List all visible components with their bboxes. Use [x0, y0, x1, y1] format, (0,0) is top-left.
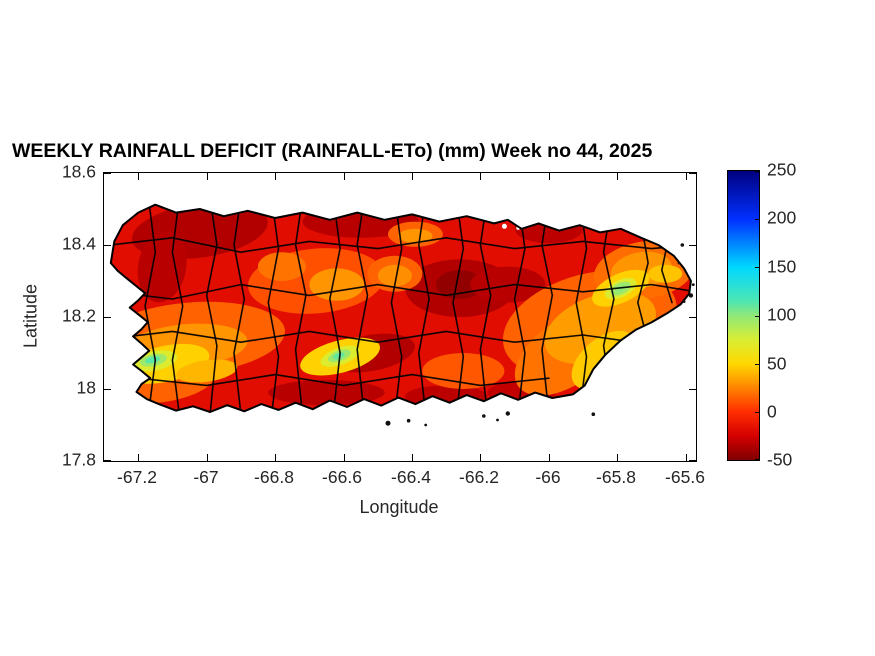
colorbar-tick	[755, 219, 759, 220]
colorbar-gradient	[728, 171, 759, 460]
axis-tick	[549, 173, 550, 180]
axis-tick	[344, 454, 345, 461]
colorbar-tick	[755, 364, 759, 365]
axis-tick	[689, 317, 696, 318]
axis-tick	[104, 245, 111, 246]
x-tick-label: -66.6	[322, 467, 362, 487]
colorbar-tick-label: 50	[767, 353, 787, 374]
x-tick-label: -66.4	[391, 467, 431, 487]
axis-tick	[549, 454, 550, 461]
axis-tick	[207, 173, 208, 180]
y-tick-label: 18	[76, 377, 96, 398]
axis-tick	[689, 245, 696, 246]
chart-title: WEEKLY RAINFALL DEFICIT (RAINFALL-ETo) (…	[12, 140, 653, 162]
axis-tick	[480, 454, 481, 461]
axis-tick	[617, 454, 618, 461]
axis-tick	[275, 454, 276, 461]
axis-tick	[480, 173, 481, 180]
axis-tick	[104, 460, 111, 461]
axis-tick	[207, 454, 208, 461]
axis-tick	[344, 173, 345, 180]
puerto-rico-contour-map	[109, 203, 695, 427]
x-tick-label: -65.6	[665, 467, 705, 487]
y-tick-label: 18.2	[61, 305, 96, 326]
x-tick-label: -67	[193, 467, 219, 487]
colorbar-tick	[755, 316, 759, 317]
axis-tick	[686, 173, 687, 180]
x-axis-label: Longitude	[359, 497, 439, 517]
colorbar-tick-label: 0	[767, 401, 777, 422]
colorbar-tick	[755, 459, 759, 460]
axis-tick	[275, 173, 276, 180]
colorbar-tick	[755, 171, 759, 172]
x-tick-label: -66.8	[254, 467, 294, 487]
axis-tick	[617, 173, 618, 180]
axis-tick	[686, 454, 687, 461]
axis-tick	[689, 389, 696, 390]
x-tick-label: -67.2	[117, 467, 157, 487]
axis-tick	[689, 460, 696, 461]
axis-tick	[104, 317, 111, 318]
colorbar-tick-label: 100	[767, 304, 797, 325]
colorbar-tick-label: 200	[767, 207, 797, 228]
x-tick-label: -66.2	[459, 467, 499, 487]
axis-tick	[138, 454, 139, 461]
colorbar-tick	[755, 412, 759, 413]
colorbar-tick	[755, 267, 759, 268]
x-tick-label: -66	[535, 467, 561, 487]
axis-tick	[689, 173, 696, 174]
axis-tick	[104, 173, 111, 174]
y-tick-label: 17.8	[61, 449, 96, 470]
y-tick-label: 18.4	[61, 233, 96, 254]
colorbar-tick-label: 250	[767, 159, 797, 180]
plot-area	[103, 172, 697, 462]
y-axis-label: Latitude	[20, 283, 41, 349]
axis-tick	[138, 173, 139, 180]
x-tick-label: -65.8	[596, 467, 636, 487]
axis-tick	[412, 173, 413, 180]
axis-tick	[104, 389, 111, 390]
colorbar-tick-label: -50	[767, 449, 793, 470]
axis-tick	[412, 454, 413, 461]
colorbar	[727, 170, 760, 461]
y-tick-label: 18.6	[61, 161, 96, 182]
colorbar-tick-label: 150	[767, 256, 797, 277]
